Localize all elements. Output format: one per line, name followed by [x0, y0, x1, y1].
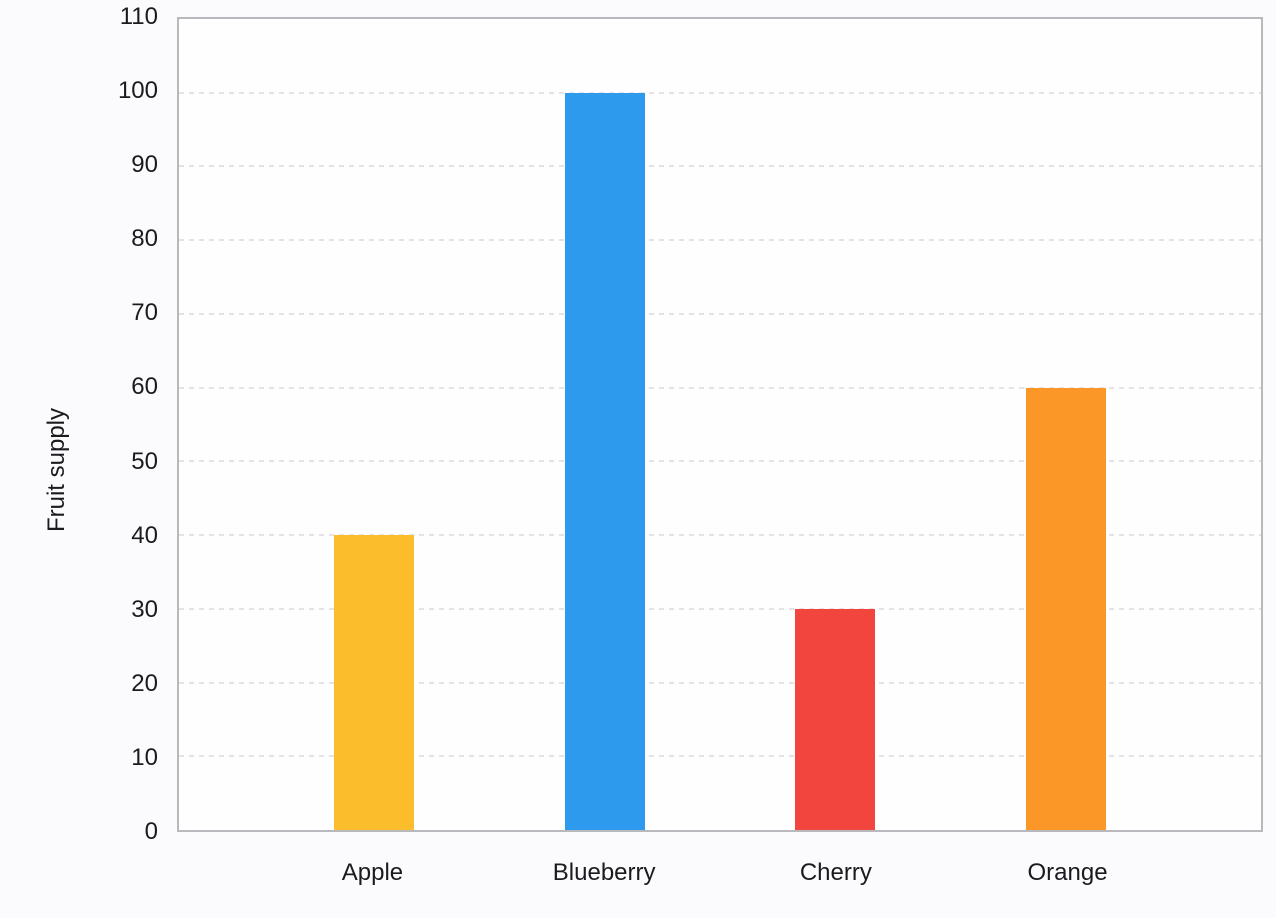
y-tick-label-60: 60	[131, 373, 158, 401]
y-tick-label-30: 30	[131, 595, 158, 623]
gridline-40	[179, 534, 1261, 537]
y-tick-label-10: 10	[131, 743, 158, 771]
gridline-100	[179, 91, 1261, 94]
bar-blueberry	[564, 92, 645, 830]
gridline-20	[179, 681, 1261, 684]
y-tick-label-80: 80	[131, 225, 158, 253]
gridline-60	[179, 386, 1261, 389]
y-tick-label-110: 110	[119, 3, 158, 30]
x-axis-labels: Apple Blueberry Cherry Orange	[177, 832, 1263, 918]
gridline-70	[179, 312, 1261, 315]
plot-area	[177, 17, 1263, 832]
gridline-50	[179, 460, 1261, 463]
bar-orange	[1026, 387, 1107, 830]
y-tick-label-50: 50	[131, 447, 158, 475]
bar-apple	[333, 535, 414, 830]
gridline-30	[179, 607, 1261, 610]
x-label-apple: Apple	[341, 859, 404, 886]
gridline-80	[179, 239, 1261, 242]
x-label-orange: Orange	[1027, 859, 1108, 886]
gridline-90	[179, 165, 1261, 168]
y-tick-label-40: 40	[131, 521, 158, 549]
y-tick-label-0: 0	[144, 818, 158, 845]
bar-cherry	[795, 608, 876, 830]
y-tick-label-90: 90	[131, 151, 158, 179]
gridline-10	[179, 755, 1261, 758]
y-tick-label-70: 70	[131, 299, 158, 327]
y-axis-tick-labels: 0 10 20 30 40 50 60 70 80 90 100 110	[0, 3, 158, 845]
x-label-cherry: Cherry	[799, 859, 872, 886]
x-label-blueberry: Blueberry	[552, 859, 656, 886]
y-tick-label-20: 20	[131, 669, 158, 697]
y-tick-label-100: 100	[117, 77, 158, 105]
